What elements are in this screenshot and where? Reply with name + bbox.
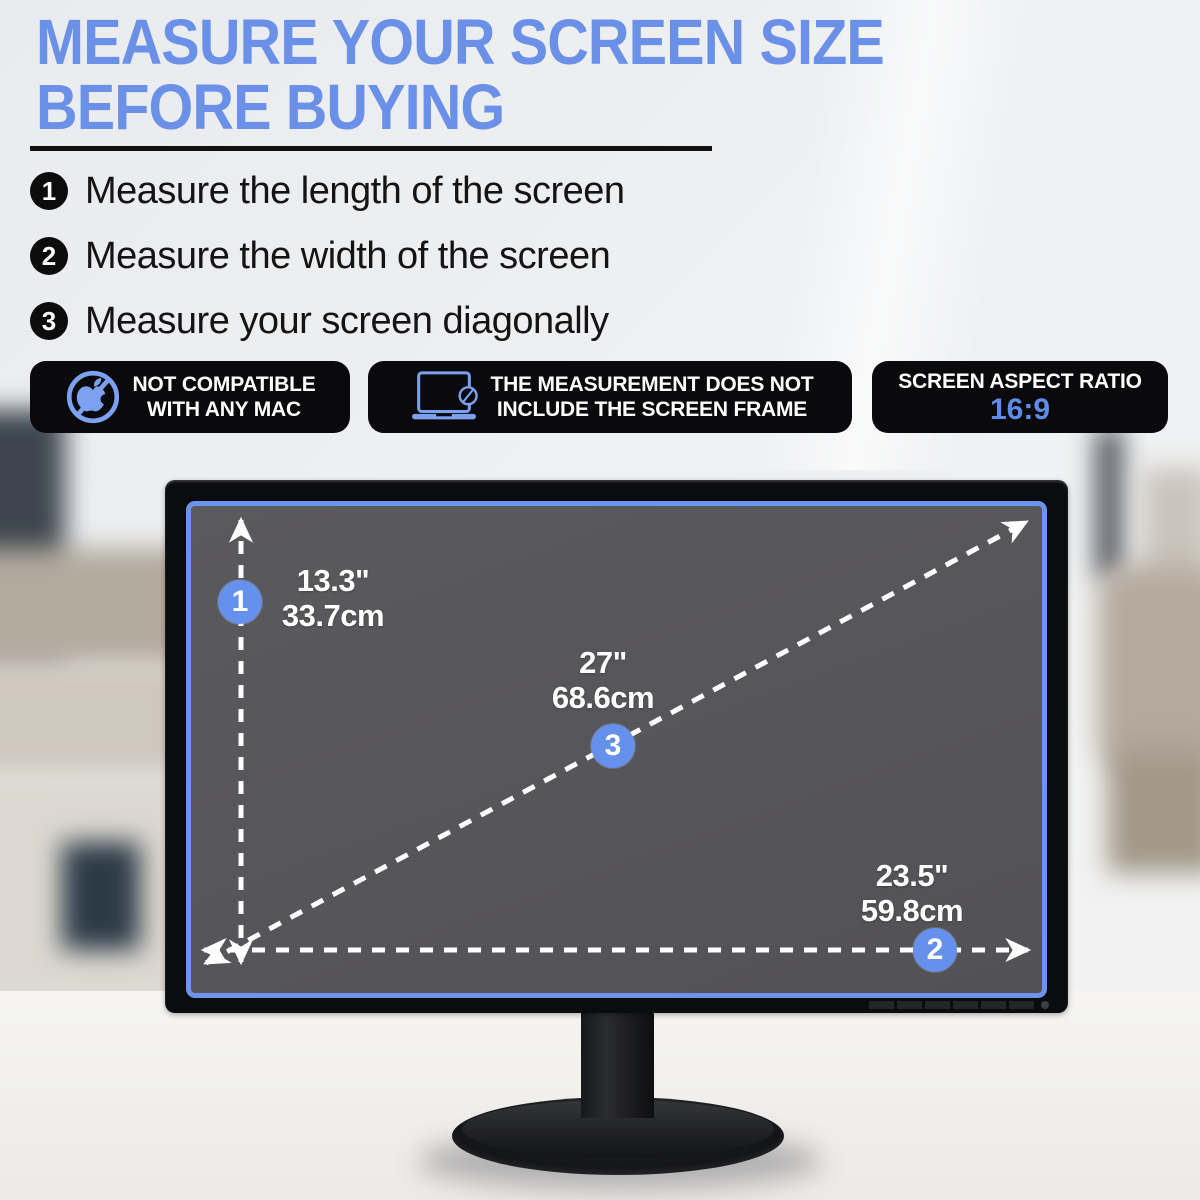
monitor-button: [897, 1001, 922, 1009]
height-measure-label: 13.3" 33.7cm: [258, 563, 408, 633]
diagonal-inches: 27": [579, 645, 627, 680]
badge-mac-line1: NOT COMPATIBLE: [132, 372, 316, 396]
step-1-bullet: 1: [30, 172, 68, 210]
no-apple-icon: [67, 370, 120, 424]
step-3-bullet: 3: [30, 302, 68, 340]
title-divider: [30, 146, 712, 151]
height-cm: 33.7cm: [281, 598, 385, 634]
page-title-line2: BEFORE BUYING: [36, 71, 505, 144]
badge-aspect-ratio: SCREEN ASPECT RATIO 16:9: [872, 361, 1168, 433]
diagonal-marker-badge: 3: [591, 724, 635, 768]
step-measure-diagonal: 3 Measure your screen diagonally: [30, 296, 790, 346]
aspect-ratio-label: SCREEN ASPECT RATIO: [898, 369, 1142, 393]
background-blur-shape: [1108, 748, 1200, 873]
aspect-ratio-value: 16:9: [989, 393, 1051, 427]
badge-mac-text: NOT COMPATIBLE WITH ANY MAC: [132, 372, 315, 422]
monitor-button: [869, 1001, 894, 1009]
badge-frame-text: THE MEASUREMENT DOES NOT INCLUDE THE SCR…: [490, 372, 813, 422]
width-measure-label: 23.5" 59.8cm: [832, 858, 992, 928]
step-1-label: Measure the length of the screen: [85, 169, 625, 212]
badge-frame-line1: THE MEASUREMENT DOES NOT: [490, 372, 814, 396]
step-3-label: Measure your screen diagonally: [85, 299, 609, 342]
badge-frame-line2: INCLUDE THE SCREEN FRAME: [496, 398, 808, 421]
step-measure-width: 2 Measure the width of the screen: [30, 231, 790, 281]
power-led-dot: [1041, 1001, 1049, 1009]
page-title-line1: MEASURE YOUR SCREEN SIZE: [36, 6, 885, 78]
width-inches: 23.5": [875, 858, 949, 893]
monitor-stand-neck: [581, 1012, 654, 1118]
background-office-chair: [1098, 565, 1200, 770]
width-cm: 59.8cm: [860, 893, 964, 929]
page-title: MEASURE YOUR SCREEN SIZE BEFORE BUYING: [36, 6, 1026, 144]
background-blur-shape: [1142, 468, 1200, 583]
monitor-button: [1009, 1001, 1034, 1009]
badge-not-compatible-mac: NOT COMPATIBLE WITH ANY MAC: [30, 361, 350, 433]
height-inches: 13.3": [296, 563, 370, 598]
height-marker-badge: 1: [218, 580, 262, 624]
laptop-no-frame-icon: [412, 371, 479, 420]
monitor-button: [953, 1001, 978, 1009]
step-2-label: Measure the width of the screen: [85, 234, 611, 277]
measure-steps-list: 1 Measure the length of the screen 2 Mea…: [30, 166, 790, 346]
badge-mac-line2: WITH ANY MAC: [147, 398, 301, 421]
step-2-bullet: 2: [30, 237, 68, 275]
width-marker-badge: 2: [913, 928, 957, 972]
diagonal-cm: 68.6cm: [551, 680, 655, 716]
badge-measurement-frame: THE MEASUREMENT DOES NOT INCLUDE THE SCR…: [368, 361, 852, 433]
monitor-button: [981, 1001, 1006, 1009]
background-blur-shape: [62, 842, 140, 950]
monitor-button: [925, 1001, 950, 1009]
diagonal-measure-label: 27" 68.6cm: [523, 645, 683, 715]
step-measure-length: 1 Measure the length of the screen: [30, 166, 790, 216]
monitor-control-buttons: [869, 1001, 1049, 1009]
